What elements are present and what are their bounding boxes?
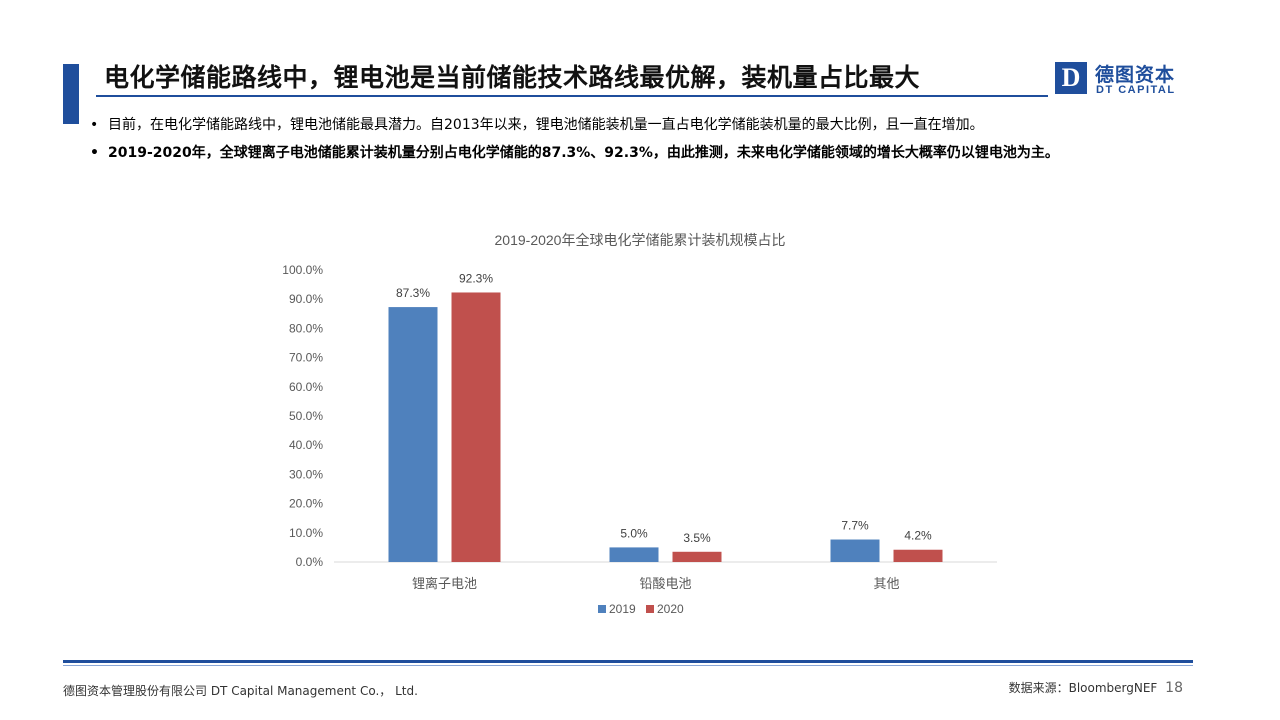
y-tick-label: 70.0% [289,351,323,365]
page-number: 18 [1165,680,1183,696]
logo-chinese-name: 德图资本 [1095,64,1176,86]
y-tick-label: 80.0% [289,321,323,335]
footer-company: 德图资本管理股份有限公司 DT Capital Management Co.， … [63,684,418,698]
data-label: 3.5% [683,531,711,545]
logo-english-name: DT CAPITAL [1096,84,1176,96]
bullet-item: • 2019-2020年，全球锂离子电池储能累计装机量分别占电化学储能的87.3… [90,144,1210,162]
legend-label: 2020 [657,602,684,616]
legend-swatch-2019 [598,605,606,613]
y-tick-label: 90.0% [289,292,323,306]
bar-2020 [451,292,501,562]
bullet-text: 2019-2020年，全球锂离子电池储能累计装机量分别占电化学储能的87.3%、… [108,145,1059,161]
y-tick-label: 40.0% [289,438,323,452]
x-tick-label: 锂离子电池 [412,576,477,591]
bullet-dot-icon: • [90,117,99,133]
data-source: 数据来源：BloombergNEF [1008,681,1158,695]
page-title: 电化学储能路线中，锂电池是当前储能技术路线最优解，装机量占比最大 [104,63,921,92]
data-label: 4.2% [904,529,932,543]
bar-2020 [672,551,722,562]
bullet-dot-icon: • [90,145,99,161]
chart-title: 2019-2020年全球电化学储能累计装机规模占比 [495,232,786,248]
legend-swatch-2020 [646,605,654,613]
bullet-list: • 目前，在电化学储能路线中，锂电池储能最具潜力。自2013年以来，锂电池储能装… [90,116,1210,172]
title-underline [96,95,1048,97]
bar-2019 [609,547,659,562]
footer-source: 数据来源：BloombergNEF 18 [1009,679,1183,696]
footer-divider [63,660,1193,663]
data-label: 87.3% [396,286,430,300]
bar-2019 [388,307,438,562]
y-tick-label: 20.0% [289,497,323,511]
data-label: 7.7% [841,519,869,533]
title-accent-bar [63,64,79,124]
y-tick-label: 60.0% [289,380,323,394]
legend-label: 2019 [609,602,636,616]
data-label: 5.0% [620,526,648,540]
bar-2020 [893,549,943,562]
y-tick-label: 100.0% [282,263,323,277]
footer-divider-thin [63,665,1193,666]
bullet-text: 目前，在电化学储能路线中，锂电池储能最具潜力。自2013年以来，锂电池储能装机量… [108,117,984,133]
bullet-item: • 目前，在电化学储能路线中，锂电池储能最具潜力。自2013年以来，锂电池储能装… [90,116,1210,134]
data-label: 92.3% [459,271,493,285]
y-tick-label: 10.0% [289,526,323,540]
bar-2019 [830,539,880,562]
y-tick-label: 30.0% [289,467,323,481]
company-logo: D 德图资本 DT CAPITAL [1055,60,1195,98]
y-tick-label: 50.0% [289,409,323,423]
x-tick-label: 其他 [873,576,899,591]
y-tick-label: 0.0% [296,555,324,569]
x-tick-label: 铅酸电池 [639,576,691,591]
logo-mark-icon: D [1055,62,1087,94]
